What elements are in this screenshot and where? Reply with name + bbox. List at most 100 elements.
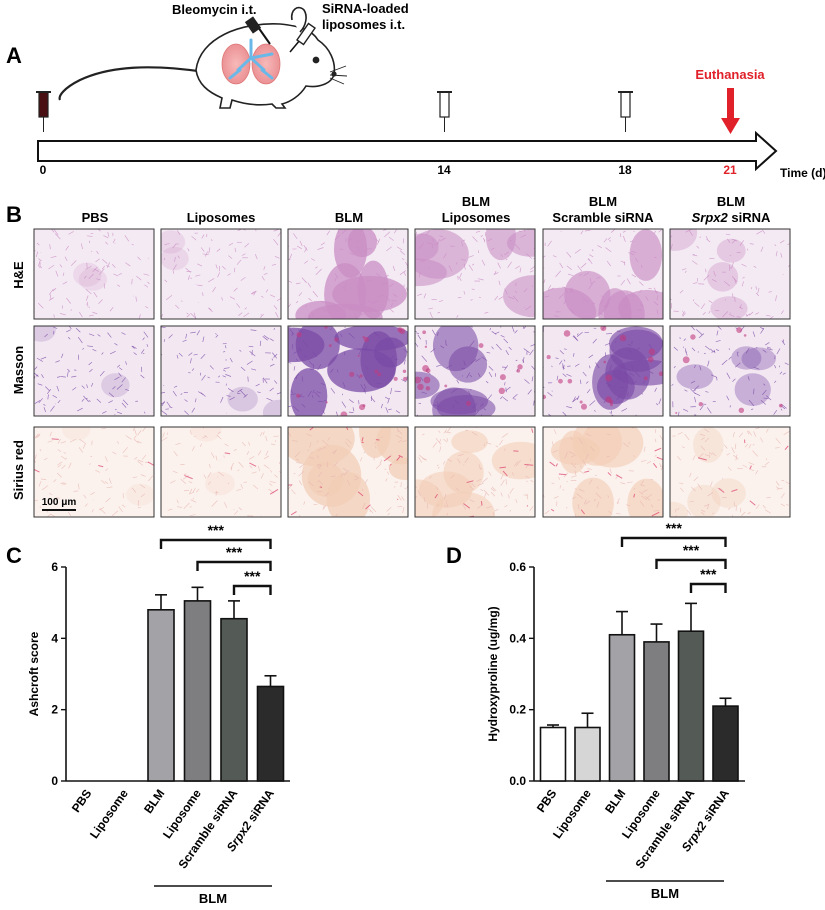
y-axis-label: Ashcroft score [27, 631, 41, 716]
day18-syringe-icon [618, 91, 633, 132]
micrograph-grid [33, 228, 791, 518]
row-label-sirius-red: Sirius red [11, 440, 26, 500]
micrograph-he-5 [542, 228, 664, 320]
sirna-label-line2: liposomes i.t. [322, 17, 405, 32]
y-tick-label: 4 [51, 631, 58, 645]
bar [147, 608, 175, 782]
category-label: BLM [141, 787, 167, 816]
significance-bracket [689, 582, 727, 593]
panel-d-label: D [446, 543, 462, 568]
column-header-scramble-sirna: Scramble siRNA [552, 210, 654, 225]
row-label-masson: Masson [11, 346, 26, 394]
sirna-suffix: siRNA [728, 210, 771, 225]
micrograph-masson-2 [160, 325, 282, 417]
mouse-whiskers [329, 65, 348, 85]
category-label: PBS [69, 787, 95, 815]
significance-bracket [655, 558, 727, 569]
euthanasia-label: Euthanasia [695, 67, 765, 82]
micrograph-sirius-3 [287, 426, 409, 518]
micrograph-masson-6 [669, 325, 791, 417]
significance-bracket [196, 560, 272, 571]
micrograph-masson-3 [287, 325, 409, 417]
category-label: BLM [602, 787, 628, 816]
micrograph-sirius-2 [160, 426, 282, 518]
panel-b-label: B [6, 202, 22, 227]
y-tick-label: 0 [51, 774, 58, 788]
column-header-liposomes: Liposomes [187, 210, 256, 225]
group-label: BLM [199, 891, 227, 906]
bar [643, 641, 670, 782]
timeline-tick-18: 18 [618, 163, 632, 177]
lungs-icon [221, 38, 281, 85]
scale-bar: 100 μm [42, 497, 77, 511]
group-label: BLM [651, 886, 679, 901]
mouse-eye [312, 56, 320, 64]
y-tick-label: 0.6 [509, 560, 526, 574]
bar [608, 633, 636, 782]
bar [677, 630, 705, 782]
micrograph-sirius-5 [542, 426, 664, 518]
column-header-pbs: PBS [82, 210, 109, 225]
day0-syringe-icon [36, 91, 51, 132]
y-tick-label: 2 [51, 703, 58, 717]
srpx2-italic: Srpx2 [692, 210, 729, 225]
significance-bracket [232, 584, 272, 595]
y-tick-label: 0.4 [509, 631, 526, 645]
panel-b: B PBS Liposomes BLM BLM Liposomes BLM Sc… [6, 194, 791, 518]
micrograph-he-4 [414, 228, 536, 320]
y-axis-label: Hydroxyproline (ug/mg) [486, 606, 500, 741]
significance-label: *** [208, 522, 225, 538]
panel-a-label: A [6, 43, 22, 68]
day14-syringe-icon [437, 91, 452, 132]
micrograph-he-2 [160, 228, 282, 320]
significance-label: *** [666, 520, 683, 536]
micrograph-sirius-4 [414, 426, 536, 518]
column-header-blm-line1: BLM [717, 194, 745, 209]
timeline-tick-14: 14 [437, 163, 451, 177]
euthanasia-arrow-icon [721, 88, 740, 134]
column-header-srpx2-sirna: Srpx2 siRNA [692, 210, 771, 225]
significance-bracket [159, 538, 272, 549]
column-header-blm: BLM [335, 210, 363, 225]
panel-c-label: C [6, 543, 22, 568]
y-tick-label: 6 [51, 560, 58, 574]
bleomycin-label: Bleomycin i.t. [172, 2, 257, 17]
y-tick-label: 0.0 [509, 774, 526, 788]
micrograph-he-1 [33, 228, 155, 320]
significance-label: *** [700, 566, 717, 582]
scale-bar-label: 100 μm [42, 497, 77, 508]
mouse-illustration [58, 6, 348, 109]
category-label: PBS [534, 787, 560, 815]
micrograph-masson-5 [542, 325, 664, 417]
significance-bracket [620, 536, 727, 547]
micrograph-he-6 [669, 228, 791, 320]
bleomycin-syringe-icon [244, 16, 271, 45]
y-tick-label: 0.2 [509, 703, 526, 717]
significance-label: *** [226, 544, 243, 560]
bar [183, 600, 212, 782]
micrograph-he-3 [287, 228, 409, 320]
row-labels: H&E Masson Sirius red [11, 261, 26, 500]
micrograph-sirius-6 [669, 426, 791, 518]
timeline-tick-21: 21 [723, 163, 737, 177]
micrograph-masson-4 [414, 325, 536, 417]
column-header-blm-line1: BLM [462, 194, 490, 209]
micrograph-sirius-1 [33, 426, 155, 518]
sirna-syringe-icon [289, 22, 316, 53]
column-header-blm-line1: BLM [589, 194, 617, 209]
panel-a: A Bleomycin i.t. SiRNA-loa [6, 1, 825, 180]
bar [256, 685, 285, 782]
bar [539, 726, 567, 782]
column-headers: PBS Liposomes BLM BLM Liposomes BLM Scra… [82, 194, 771, 225]
sirna-label-line1: SiRNA-loaded [322, 1, 409, 16]
column-header-blm-liposomes: Liposomes [442, 210, 511, 225]
mouse-tail [58, 66, 206, 101]
time-axis-label: Time (d) [780, 166, 825, 180]
row-label-he: H&E [11, 261, 26, 289]
bar [574, 726, 601, 782]
mouse-ear [290, 6, 307, 33]
significance-label: *** [683, 542, 700, 558]
